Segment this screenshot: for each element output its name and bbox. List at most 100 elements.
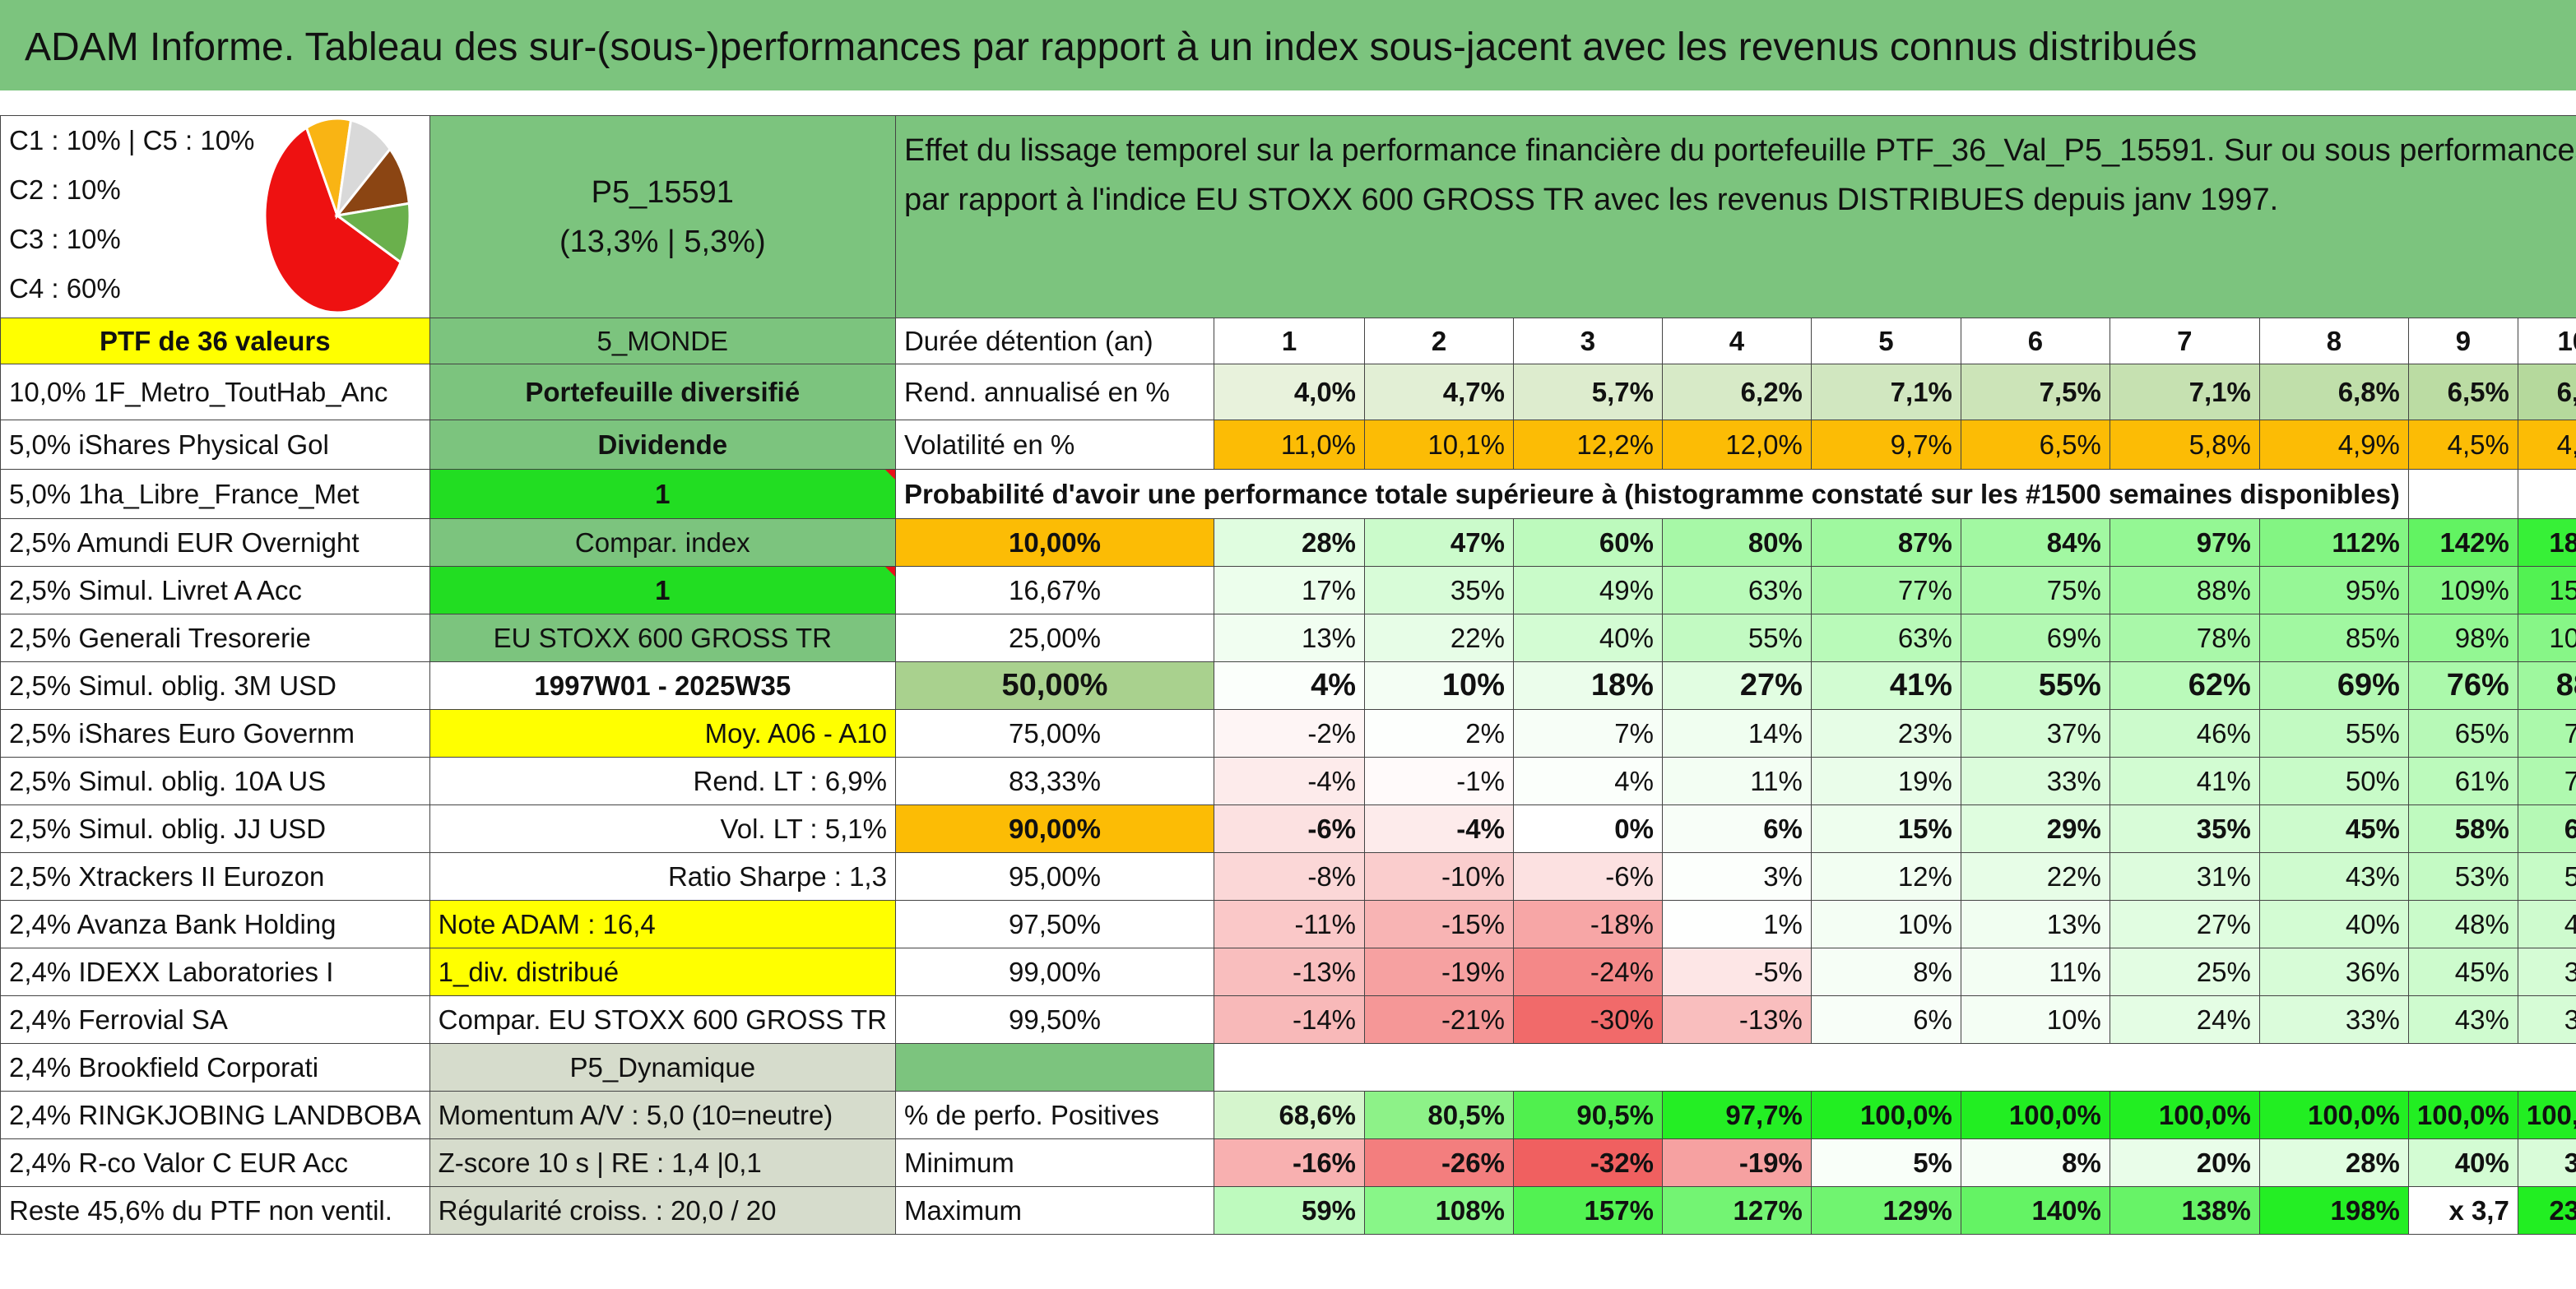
min-label: Minimum	[894, 1138, 1214, 1187]
allocation-line-4: C4 : 60%	[9, 273, 121, 304]
sharpe: Ratio Sharpe : 1,3	[429, 852, 896, 901]
quantile-label: 99,50%	[894, 995, 1214, 1044]
holding-name: 2,5% Simul. oblig. JJ USD	[0, 804, 430, 853]
sheet-row: 2,4% Ferrovial SA Compar. EU STOXX 600 GR…	[0, 995, 2576, 1044]
quantile-label: 25,00%	[894, 614, 1214, 662]
sheet-row: 2,5% Generali Tresorerie EU STOXX 600 GRO…	[0, 614, 2576, 662]
rend-value: 6,8%	[2258, 364, 2409, 420]
description-cell: Effet du lissage temporel sur la perform…	[894, 115, 2576, 318]
portfolio-perf: (13,3% | 5,3%)	[559, 224, 766, 259]
max-value: 129%	[1810, 1186, 1961, 1235]
quantile-value: 29%	[1960, 804, 2110, 853]
quantile-value: -13%	[1661, 995, 1812, 1044]
regularite: Régularité croiss. : 20,0 / 20	[429, 1186, 896, 1235]
quantile-value: -4%	[1364, 804, 1514, 853]
pos-value: 100,0%	[2407, 1091, 2518, 1139]
quantile-label: 75,00%	[894, 709, 1214, 758]
portfolio-name: P5_15591	[591, 174, 734, 210]
pie-slice-c3	[334, 202, 411, 265]
max-value: 234%	[2517, 1186, 2576, 1235]
duration-3: 3	[1512, 318, 1663, 364]
rend-value: 7,1%	[1810, 364, 1961, 420]
quantile-value: -15%	[1364, 900, 1514, 948]
vol-value: 9,7%	[1810, 420, 1961, 470]
quantile-value: 69%	[1960, 614, 2110, 662]
pos-value: 100,0%	[2109, 1091, 2260, 1139]
blank-green-cell	[894, 1043, 1214, 1092]
vol-value: 4,9%	[2258, 420, 2409, 470]
quantile-value: 85%	[2258, 614, 2409, 662]
quantile-value: 37%	[1960, 709, 2110, 758]
sheet-row: 5,0% 1ha_Libre_France_Met 1 Probabilité d'…	[0, 469, 2576, 519]
profile: P5_Dynamique	[429, 1043, 896, 1092]
max-value: 59%	[1213, 1186, 1366, 1235]
sheet-row: 2,4% R-co Valor C EUR Acc Z-score 10 s | …	[0, 1138, 2576, 1187]
quantile-value: 40%	[2258, 900, 2409, 948]
vol-value: 10,1%	[1364, 420, 1514, 470]
durations-row: PTF de 36 valeurs 5_MONDE Durée détentio…	[0, 318, 2576, 364]
holding-name: 2,5% Generali Tresorerie	[0, 614, 430, 662]
quantile-value: 157%	[2517, 566, 2576, 614]
period: 1997W01 - 2025W35	[429, 661, 896, 710]
dividend-label: Dividende	[429, 420, 896, 470]
quantile-value: 46%	[2109, 709, 2260, 758]
quantile-value: -14%	[1213, 995, 1366, 1044]
pos-value: 100,0%	[2517, 1091, 2576, 1139]
quantile-value: 4%	[1213, 661, 1366, 710]
quantile-value: -21%	[1364, 995, 1514, 1044]
pos-value: 80,5%	[1364, 1091, 1514, 1139]
quantile-value: -11%	[1213, 900, 1366, 948]
compar-full: Compar. EU STOXX 600 GROSS TR	[429, 995, 896, 1044]
quantile-value: 45%	[2258, 804, 2409, 853]
quantile-value: 53%	[2407, 852, 2518, 901]
holding-name: 2,5% Simul. Livret A Acc	[0, 566, 430, 614]
min-value: 8%	[1960, 1138, 2110, 1187]
quantile-value: 27%	[1661, 661, 1812, 710]
report-title: ADAM Informe. Tableau des sur-(sous-)per…	[25, 26, 2198, 69]
max-value: 157%	[1512, 1186, 1663, 1235]
quantile-value: 87%	[1810, 518, 1961, 567]
quantile-value: 43%	[2258, 852, 2409, 901]
duration-1: 1	[1213, 318, 1366, 364]
holding-name: 2,5% Simul. oblig. 3M USD	[0, 661, 430, 710]
rend-lt: Rend. LT : 6,9%	[429, 757, 896, 805]
quantile-value: 35%	[1364, 566, 1514, 614]
quantile-value: -6%	[1213, 804, 1366, 853]
quantile-value: 1%	[1661, 900, 1812, 948]
prob-header: Probabilité d'avoir une performance tota…	[894, 469, 2409, 519]
min-value: 40%	[2407, 1138, 2518, 1187]
rend-value: 4,7%	[1364, 364, 1514, 420]
index-name: EU STOXX 600 GROSS TR	[429, 614, 896, 662]
sheet-row: 2,5% Amundi EUR Overnight Compar. index 10…	[0, 518, 2576, 567]
quantile-value: 13%	[1213, 614, 1366, 662]
quantile-value: 13%	[1960, 900, 2110, 948]
max-value: 108%	[1364, 1186, 1514, 1235]
duration-10: 10	[2517, 318, 2576, 364]
holding-name: 2,5% Simul. oblig. 10A US	[0, 757, 430, 805]
quantile-value: 33%	[1960, 757, 2110, 805]
momentum: Momentum A/V : 5,0 (10=neutre)	[429, 1091, 896, 1139]
quantile-value: -2%	[1213, 709, 1366, 758]
quantile-value: 11%	[1960, 948, 2110, 996]
holding-name: Reste 45,6% du PTF non ventil.	[0, 1186, 430, 1235]
quantile-value: 0%	[1512, 804, 1663, 853]
quantile-value: 12%	[1810, 852, 1961, 901]
quantile-value: 72%	[2517, 757, 2576, 805]
sheet-row: 2,4% Avanza Bank Holding Note ADAM : 16,4…	[0, 900, 2576, 948]
quantile-value: -30%	[1512, 995, 1663, 1044]
rend-label: Rend. annualisé en %	[894, 364, 1214, 420]
quantile-value: 38%	[2517, 948, 2576, 996]
quantile-value: 10%	[1810, 900, 1961, 948]
holding-name: 2,4% Brookfield Corporati	[0, 1043, 430, 1092]
duration-4: 4	[1661, 318, 1812, 364]
quantile-value: 88%	[2517, 661, 2576, 710]
quantile-value: 23%	[1810, 709, 1961, 758]
holding-name: 5,0% iShares Physical Gol	[0, 420, 430, 470]
quantile-value: 48%	[2407, 900, 2518, 948]
quantile-value: 10%	[1960, 995, 2110, 1044]
quantile-value: 40%	[1512, 614, 1663, 662]
sheet-row: 2,4% Brookfield Corporati P5_Dynamique	[0, 1043, 2576, 1092]
holding-name: 2,5% Amundi EUR Overnight	[0, 518, 430, 567]
pos-value: 100,0%	[2258, 1091, 2409, 1139]
quantile-value: 3%	[1661, 852, 1812, 901]
